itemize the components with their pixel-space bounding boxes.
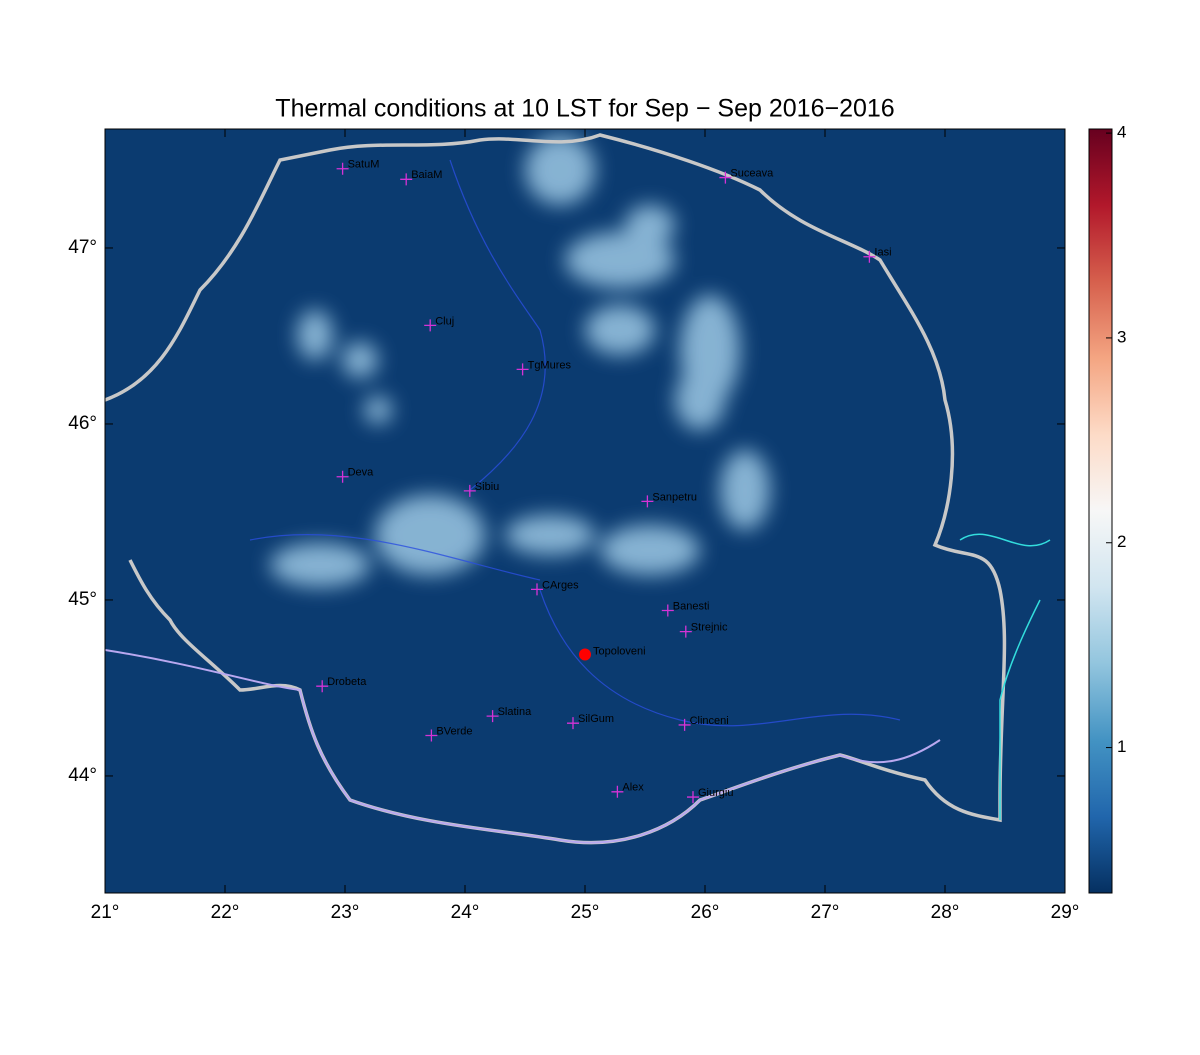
city-label: Banesti: [673, 600, 710, 612]
city: BaiaM: [400, 169, 442, 186]
city-marker: [336, 162, 349, 175]
city: Deva: [336, 467, 375, 483]
city-marker: [687, 791, 699, 804]
city-marker: [336, 470, 349, 483]
city-label: Sibiu: [475, 481, 499, 493]
x-tick-label: 22°: [211, 902, 240, 923]
city-label: Cluj: [435, 315, 454, 327]
danube-river: [105, 649, 941, 844]
site-marker: [579, 648, 591, 661]
city-marker: [400, 173, 413, 186]
city-marker: [531, 583, 543, 596]
city-marker: [463, 484, 476, 497]
city-marker: [679, 625, 692, 638]
map-features: [105, 133, 1051, 845]
x-tick-label: 21°: [91, 902, 120, 923]
city-label: Sanpetru: [652, 491, 697, 503]
city-label: Strejnic: [691, 622, 728, 634]
site-label: Topoloveni: [593, 645, 646, 657]
city: Banesti: [661, 600, 710, 617]
city-label: Iasi: [874, 247, 891, 259]
coastline: [959, 533, 1051, 820]
colorbar-tick-label: 1: [1117, 737, 1126, 756]
chart-title: Thermal conditions at 10 LST for Sep − S…: [275, 95, 894, 123]
x-tick-label: 25°: [571, 902, 600, 923]
city-marker: [425, 729, 438, 742]
x-tick-label: 24°: [451, 902, 480, 923]
city: TgMures: [516, 359, 572, 376]
city: Drobeta: [316, 676, 367, 693]
city-marker: [863, 250, 876, 263]
x-tick-label: 29°: [1051, 902, 1080, 923]
city: Sibiu: [463, 481, 499, 497]
x-tick-label: 27°: [811, 902, 840, 923]
city: Slatina: [486, 706, 533, 723]
city-label: Alex: [622, 782, 644, 794]
x-tick-label: 26°: [691, 902, 720, 923]
terrain-highlights: [270, 135, 770, 587]
rivers: [249, 159, 901, 727]
y-tick-label: 44°: [68, 765, 97, 786]
city-label: BaiaM: [411, 169, 442, 181]
city: CArges: [531, 579, 579, 596]
city-marker: [678, 718, 691, 731]
city-marker: [486, 710, 499, 723]
city: Clinceni: [678, 715, 729, 731]
city: Alex: [611, 782, 644, 798]
city: BVerde: [425, 725, 472, 742]
city-marker: [611, 785, 624, 798]
city-marker: [661, 604, 674, 617]
y-tick-label: 47°: [68, 237, 97, 258]
city: Suceava: [719, 167, 774, 184]
city-marker: [424, 319, 437, 332]
city-label: CArges: [542, 579, 579, 591]
colorbar-tick-label: 2: [1117, 532, 1126, 551]
city-label: SatuM: [348, 159, 380, 171]
x-tick-label: 28°: [931, 902, 960, 923]
city-marker: [719, 171, 732, 184]
city-label: Clinceni: [690, 715, 729, 727]
city-label: Drobeta: [327, 676, 367, 688]
x-tick-label: 23°: [331, 902, 360, 923]
y-tick-label: 46°: [68, 413, 97, 434]
city-label: Slatina: [498, 706, 533, 718]
city-marker: [567, 717, 579, 730]
city-label: Suceava: [730, 167, 774, 179]
city: Giurgiu: [687, 787, 733, 804]
city-label: BVerde: [436, 725, 472, 737]
y-tick-label: 45°: [68, 589, 97, 610]
city: Cluj: [424, 315, 454, 332]
city-marker: [316, 680, 329, 693]
city-label: SilGum: [578, 713, 614, 725]
colorbar-tick-label: 4: [1117, 123, 1126, 142]
city-label: Giurgiu: [698, 787, 733, 799]
city: SatuM: [336, 159, 380, 175]
city-marker: [516, 363, 529, 376]
city: Strejnic: [679, 622, 728, 638]
city: Sanpetru: [641, 491, 697, 508]
colorbar-tick-label: 3: [1117, 327, 1126, 346]
city-marker: [641, 495, 654, 508]
city: SilGum: [567, 713, 614, 730]
city: Iasi: [863, 247, 892, 263]
city-label: Deva: [348, 467, 375, 479]
colorbar: [1088, 128, 1113, 894]
city-label: TgMures: [528, 359, 572, 371]
